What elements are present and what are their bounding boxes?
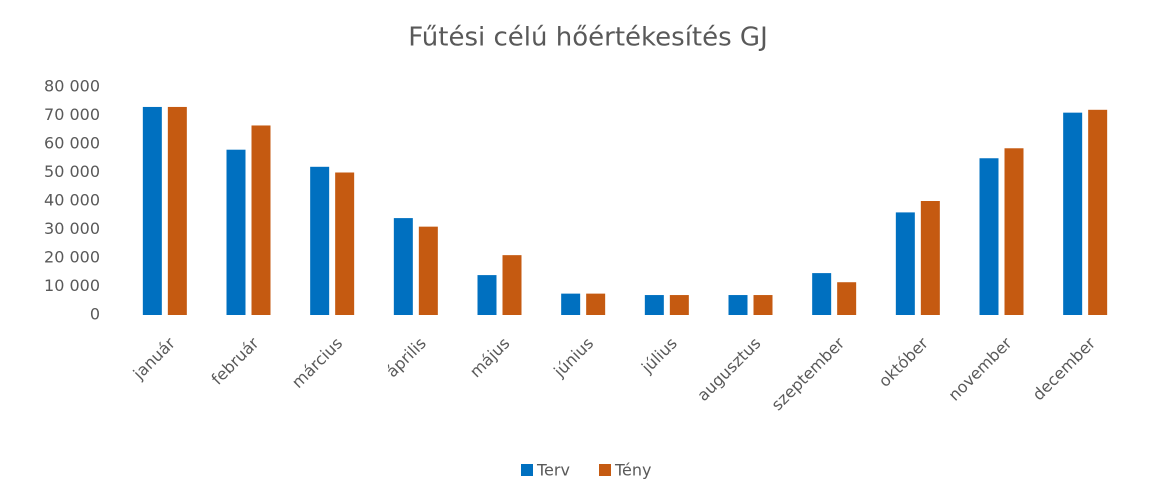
- bar: [837, 282, 857, 315]
- bar: [1063, 112, 1083, 316]
- bar: [812, 273, 832, 315]
- y-tick-label: 80 000: [44, 77, 100, 96]
- bar: [167, 106, 187, 315]
- y-tick-label: 10 000: [44, 276, 100, 295]
- y-tick-label: 50 000: [44, 162, 100, 181]
- bar: [1088, 109, 1108, 315]
- x-tick-label: április: [382, 334, 430, 382]
- y-tick-label: 20 000: [44, 248, 100, 267]
- bar: [477, 275, 497, 315]
- legend-label: Tény: [614, 461, 652, 480]
- y-tick-label: 60 000: [44, 134, 100, 153]
- x-tick-label: július: [637, 334, 681, 378]
- bar: [669, 295, 689, 315]
- x-tick-label: március: [288, 334, 346, 392]
- x-tick-label: február: [208, 333, 263, 388]
- bar: [644, 295, 664, 315]
- x-tick-label: szeptember: [768, 333, 849, 414]
- x-tick-label: augusztus: [693, 334, 764, 405]
- bar: [310, 166, 330, 315]
- bar: [251, 125, 271, 315]
- y-tick-label: 40 000: [44, 191, 100, 210]
- chart-title: Fűtési célú hőértékesítés GJ: [408, 23, 767, 53]
- x-tick-label: november: [945, 333, 1016, 404]
- legend-swatch: [599, 464, 611, 476]
- bar: [979, 158, 999, 315]
- bar: [502, 255, 522, 315]
- bar: [561, 293, 581, 315]
- x-tick-label: december: [1029, 333, 1100, 404]
- y-tick-label: 30 000: [44, 219, 100, 238]
- bar: [586, 293, 606, 315]
- bar: [418, 226, 438, 315]
- x-tick-label: június: [549, 334, 597, 382]
- y-tick-label: 70 000: [44, 105, 100, 124]
- y-tick-label: 0: [90, 305, 100, 324]
- bar: [1004, 148, 1024, 315]
- bar: [142, 106, 162, 315]
- bar: [920, 201, 940, 315]
- bar: [728, 295, 748, 315]
- x-tick-label: január: [129, 333, 179, 383]
- bar: [393, 218, 413, 315]
- x-tick-label: október: [875, 333, 932, 390]
- bar: [226, 149, 246, 315]
- legend-swatch: [521, 464, 533, 476]
- legend-label: Terv: [536, 461, 570, 480]
- bar: [753, 295, 773, 315]
- bar: [335, 172, 355, 315]
- bar: [895, 212, 915, 315]
- x-tick-label: május: [466, 334, 514, 382]
